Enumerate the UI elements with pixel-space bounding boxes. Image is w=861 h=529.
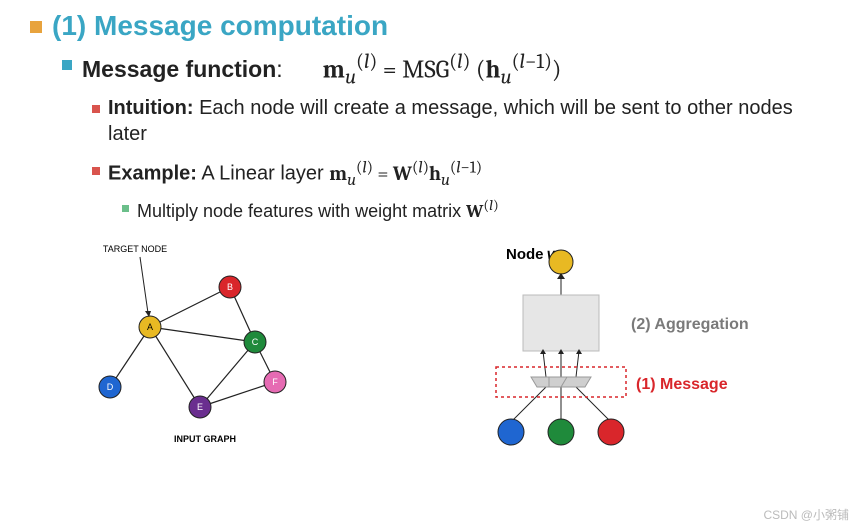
bullet-l4-icon xyxy=(122,205,129,212)
diagrams-row: A B C D E F TARGET NODE INPUT GRAPH Node 𝑣 (2) A… xyxy=(30,237,831,457)
example-equation: mu(l) = W(l)hu(l−1) xyxy=(329,162,482,185)
aggregation-diagram: Node 𝑣 (2) Aggregation (1) Message xyxy=(441,237,781,457)
example-row: Example: A Linear layer mu(l) = W(l)hu(l… xyxy=(92,157,831,191)
page-title: (1) Message computation xyxy=(52,10,388,42)
input-graph: A B C D E F TARGET NODE INPUT GRAPH xyxy=(80,237,340,447)
multiply-row: Multiply node features with weight matri… xyxy=(122,196,831,222)
svg-text:D: D xyxy=(107,382,114,392)
svg-text:E: E xyxy=(197,402,203,412)
subtitle-label: Message function xyxy=(82,56,276,82)
svg-text:(2) Aggregation: (2) Aggregation xyxy=(631,316,749,333)
bullet-l3-icon xyxy=(92,105,100,113)
bullet-l2-icon xyxy=(62,60,72,70)
intuition-text: Intuition: Each node will create a messa… xyxy=(108,95,831,147)
svg-text:F: F xyxy=(273,377,279,387)
subtitle: Message function: mu(l) = MSG(l) (hu(l−1… xyxy=(82,50,831,89)
main-equation: mu(l) = MSG(l) (hu(l−1)) xyxy=(323,50,562,89)
svg-text:B: B xyxy=(227,282,233,292)
multiply-text: Multiply node features with weight matri… xyxy=(137,196,499,222)
svg-text:C: C xyxy=(252,337,259,347)
bullet-l3-icon xyxy=(92,167,100,175)
intuition-row: Intuition: Each node will create a messa… xyxy=(92,95,831,147)
multiply-equation: W(l) xyxy=(466,201,499,222)
multiply-body: Multiply node features with weight matri… xyxy=(137,201,466,221)
example-label: Example: xyxy=(108,163,197,185)
intuition-label: Intuition: xyxy=(108,97,194,119)
title-row: (1) Message computation xyxy=(30,10,831,42)
svg-text:(1) Message: (1) Message xyxy=(636,376,728,393)
example-text: Example: A Linear layer mu(l) = W(l)hu(l… xyxy=(108,157,482,191)
svg-text:Node 𝑣: Node 𝑣 xyxy=(506,246,556,263)
example-body: A Linear layer xyxy=(197,163,329,185)
watermark: CSDN @小粥铺 xyxy=(763,506,849,523)
svg-text:INPUT GRAPH: INPUT GRAPH xyxy=(174,434,236,444)
subtitle-punct: : xyxy=(276,56,282,82)
subtitle-row: Message function: mu(l) = MSG(l) (hu(l−1… xyxy=(62,50,831,89)
svg-text:TARGET NODE: TARGET NODE xyxy=(103,244,167,254)
svg-text:A: A xyxy=(147,322,153,332)
bullet-l1-icon xyxy=(30,21,42,33)
intuition-body: Each node will create a message, which w… xyxy=(108,97,793,145)
